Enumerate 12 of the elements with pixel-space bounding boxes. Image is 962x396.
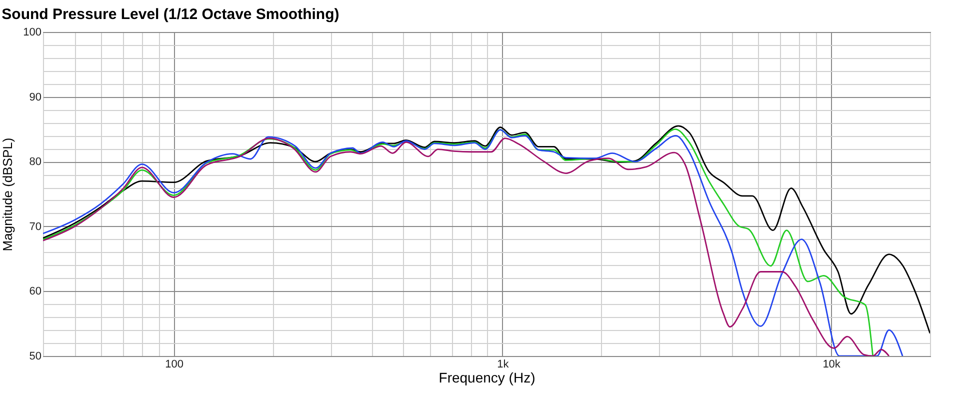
chart-title: Sound Pressure Level (1/12 Octave Smoothing) bbox=[2, 6, 340, 23]
y-tick-label: 90 bbox=[29, 91, 42, 104]
y-axis-title: Magnitude (dBSPL) bbox=[0, 138, 16, 252]
y-tick-label: 70 bbox=[29, 220, 42, 233]
y-tick-label: 60 bbox=[29, 286, 42, 298]
y-tick-label: 50 bbox=[29, 350, 42, 362]
x-tick-label: 100 bbox=[165, 358, 184, 370]
x-tick-label: 1k bbox=[497, 358, 510, 370]
x-tick-label: 10k bbox=[822, 358, 841, 370]
y-tick-label: 80 bbox=[29, 156, 42, 168]
y-tick-label: 100 bbox=[23, 26, 42, 38]
x-axis-title: Frequency (Hz) bbox=[438, 370, 536, 386]
